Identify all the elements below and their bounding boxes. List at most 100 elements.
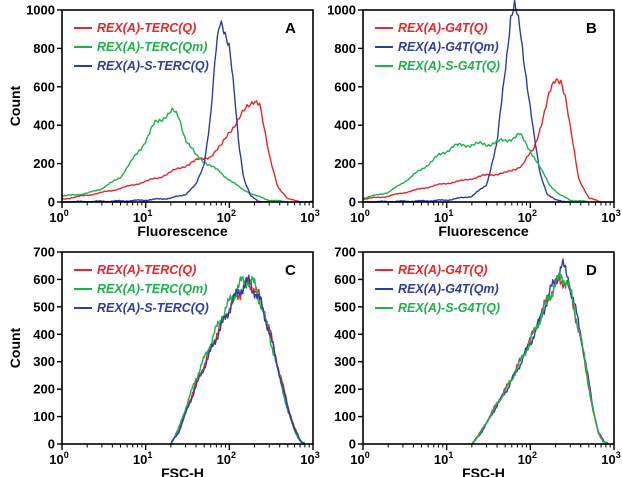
x-tick-exponent: 1 <box>448 208 453 218</box>
legend-entry: REX(A)-TERC(Q) <box>97 263 196 277</box>
y-tick-label: 500 <box>33 299 55 314</box>
y-tick-label: 800 <box>33 41 55 56</box>
y-tick-label: 300 <box>334 354 356 369</box>
x-tick-base: 10 <box>434 452 448 467</box>
y-axis-title: Count <box>7 327 23 368</box>
y-tick-label: 600 <box>334 79 356 94</box>
series-line-a-1 <box>61 100 314 203</box>
x-tick-label: 101 <box>133 208 152 225</box>
x-tick-base: 10 <box>601 452 615 467</box>
x-tick-label: 101 <box>434 208 453 225</box>
x-tick-label: 102 <box>518 208 537 225</box>
x-tick-base: 10 <box>434 210 448 225</box>
x-axis-title: FSC-H <box>161 465 204 477</box>
y-tick-label: 100 <box>334 409 356 424</box>
panel-letter: C <box>285 262 296 279</box>
x-tick-label: 103 <box>300 450 319 467</box>
x-tick-base: 10 <box>300 210 314 225</box>
x-tick-base: 10 <box>49 210 63 225</box>
legend-entry: REX(A)-G4T(Qm) <box>398 40 499 54</box>
x-tick-exponent: 2 <box>532 208 537 218</box>
y-tick-label: 0 <box>349 195 356 210</box>
x-axis-title: Fluorescence <box>438 223 528 239</box>
legend-entry: REX(A)-G4T(Qm) <box>398 282 499 296</box>
x-tick-label: 103 <box>601 208 620 225</box>
x-tick-exponent: 1 <box>147 208 152 218</box>
legend-entry: REX(A)-TERC(Q) <box>97 21 196 35</box>
legend-entry: REX(A)-TERC(Qm) <box>97 40 207 54</box>
y-tick-label: 200 <box>334 156 356 171</box>
x-tick-label: 101 <box>434 450 453 467</box>
x-tick-exponent: 2 <box>231 450 236 460</box>
x-axis-title: FSC-H <box>462 465 505 477</box>
x-tick-exponent: 1 <box>448 450 453 460</box>
x-tick-exponent: 1 <box>147 450 152 460</box>
x-tick-exponent: 3 <box>315 450 320 460</box>
x-tick-label: 100 <box>350 450 369 467</box>
x-tick-label: 100 <box>49 450 68 467</box>
y-tick-label: 400 <box>33 118 55 133</box>
x-tick-exponent: 0 <box>365 208 370 218</box>
x-tick-base: 10 <box>601 210 615 225</box>
panel-letter: B <box>586 20 597 37</box>
legend-entry: REX(A)-S-G4T(Q) <box>398 301 500 315</box>
legend-entry: REX(A)-S-TERC(Q) <box>97 59 209 73</box>
panel-letter: A <box>285 20 296 37</box>
plot-frame <box>61 9 314 203</box>
x-tick-exponent: 0 <box>64 208 69 218</box>
x-tick-label: 103 <box>300 208 319 225</box>
x-tick-label: 103 <box>601 450 620 467</box>
y-tick-label: 600 <box>33 79 55 94</box>
x-tick-exponent: 3 <box>315 208 320 218</box>
series-line-a-3 <box>61 20 270 203</box>
y-tick-label: 400 <box>33 327 55 342</box>
y-tick-label: 200 <box>33 156 55 171</box>
plot-frame <box>362 251 615 445</box>
x-axis-title: Fluorescence <box>137 223 227 239</box>
y-tick-label: 0 <box>349 437 356 452</box>
x-tick-label: 100 <box>49 208 68 225</box>
y-tick-label: 200 <box>33 382 55 397</box>
x-tick-label: 102 <box>217 208 236 225</box>
y-tick-label: 200 <box>334 382 356 397</box>
series-line-a-2 <box>62 107 288 203</box>
x-tick-base: 10 <box>300 452 314 467</box>
y-axis-title: Count <box>7 85 23 126</box>
y-tick-label: 400 <box>334 118 356 133</box>
x-tick-exponent: 3 <box>616 208 621 218</box>
y-tick-label: 700 <box>33 245 55 260</box>
series-line-b-1 <box>363 78 602 203</box>
y-tick-label: 1000 <box>26 3 55 18</box>
legend-entry: REX(A)-G4T(Q) <box>398 21 488 35</box>
panel-letter: D <box>586 262 597 279</box>
series-line-c-3 <box>170 274 305 445</box>
x-tick-exponent: 2 <box>532 450 537 460</box>
y-tick-label: 0 <box>48 195 55 210</box>
x-tick-exponent: 0 <box>365 450 370 460</box>
y-tick-label: 700 <box>334 245 356 260</box>
x-tick-exponent: 2 <box>231 208 236 218</box>
x-tick-base: 10 <box>518 452 532 467</box>
y-tick-label: 800 <box>334 41 356 56</box>
x-tick-base: 10 <box>518 210 532 225</box>
x-tick-exponent: 3 <box>616 450 621 460</box>
legend-entry: REX(A)-G4T(Q) <box>398 263 488 277</box>
series-line-c-2 <box>170 275 306 445</box>
x-tick-base: 10 <box>217 210 231 225</box>
series-line-d-3 <box>471 272 609 445</box>
x-tick-label: 101 <box>133 450 152 467</box>
y-tick-label: 600 <box>334 272 356 287</box>
x-tick-base: 10 <box>350 452 364 467</box>
y-tick-label: 300 <box>33 354 55 369</box>
series-line-b-3 <box>362 132 590 203</box>
x-tick-label: 102 <box>518 450 537 467</box>
legend-entry: REX(A)-S-G4T(Q) <box>398 59 500 73</box>
x-tick-label: 100 <box>350 208 369 225</box>
x-tick-label: 102 <box>217 450 236 467</box>
y-tick-label: 1000 <box>327 3 356 18</box>
